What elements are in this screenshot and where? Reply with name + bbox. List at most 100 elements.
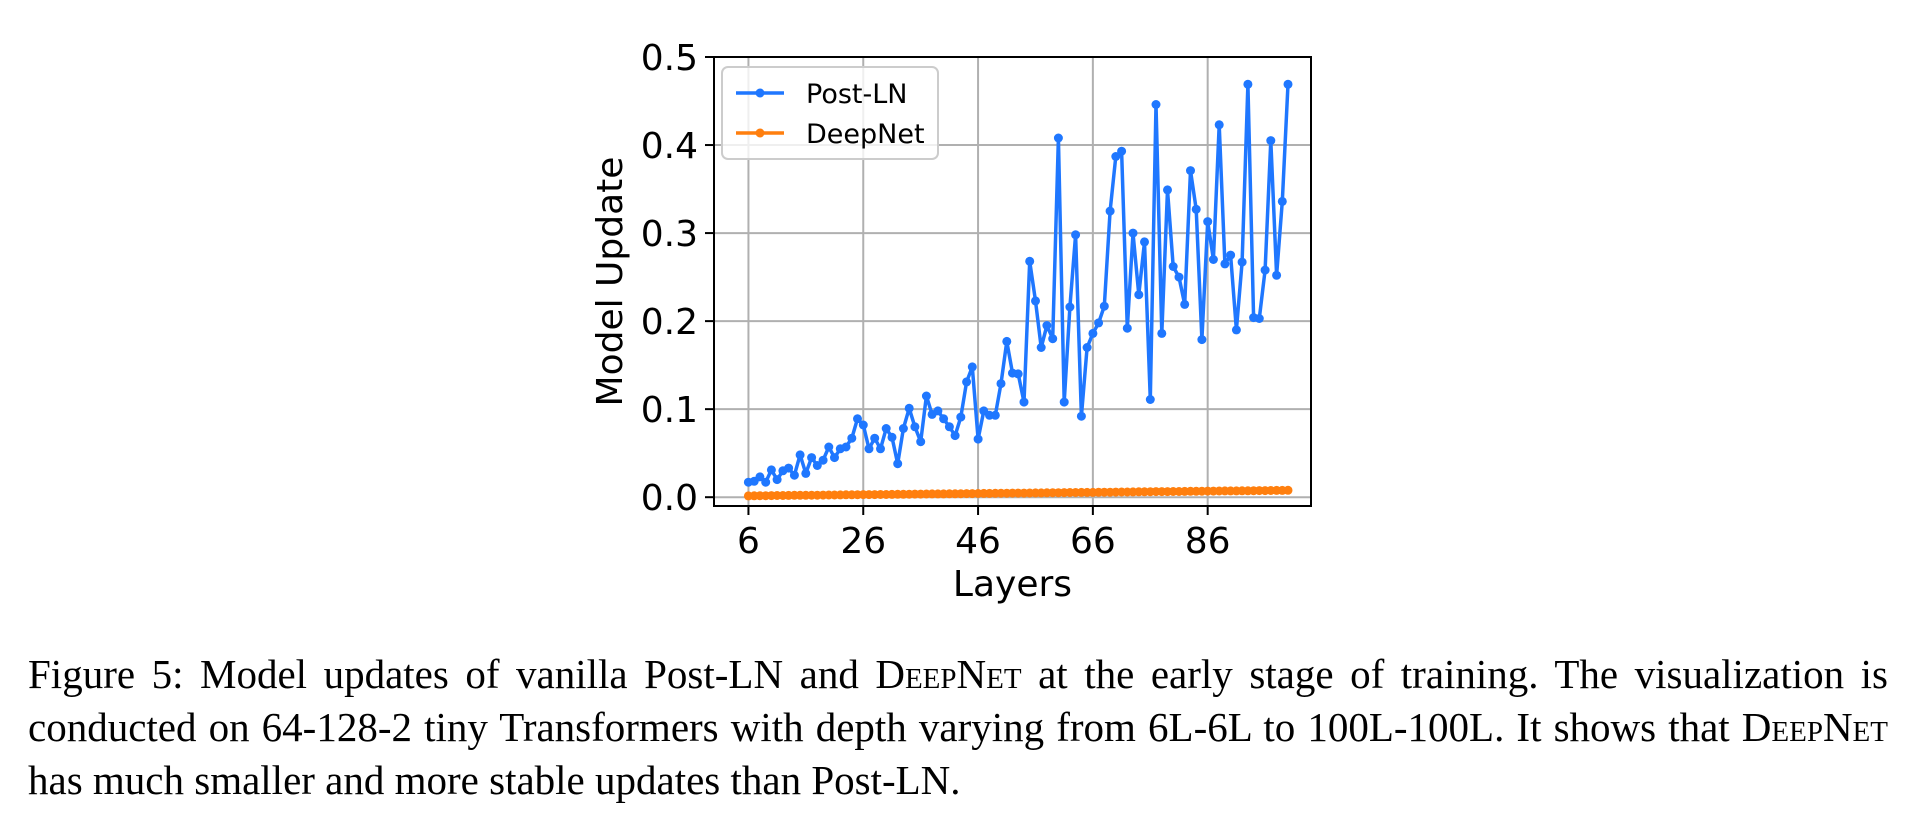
data-point-post-ln bbox=[1019, 397, 1029, 407]
data-point-post-ln bbox=[789, 470, 799, 480]
data-point-post-ln bbox=[841, 442, 851, 452]
data-point-post-ln bbox=[944, 422, 954, 432]
data-point-post-ln bbox=[1191, 204, 1201, 214]
caption-middle: at the early stage of training. The visu… bbox=[28, 651, 1888, 750]
data-point-post-ln bbox=[1128, 228, 1138, 238]
data-point-post-ln bbox=[1272, 270, 1282, 280]
data-point-post-ln bbox=[939, 414, 949, 424]
data-point-post-ln bbox=[1174, 272, 1184, 282]
data-point-post-ln bbox=[1140, 237, 1149, 247]
data-point-post-ln bbox=[887, 432, 897, 442]
data-point-post-ln bbox=[1168, 262, 1178, 271]
y-tick-label: 0.0 bbox=[641, 478, 698, 519]
data-point-post-ln bbox=[870, 433, 880, 443]
x-tick-label: 86 bbox=[1185, 521, 1231, 562]
y-tick-label: 0.5 bbox=[641, 38, 698, 79]
data-point-post-ln bbox=[1071, 230, 1081, 240]
data-point-post-ln bbox=[784, 463, 794, 473]
data-point-post-ln bbox=[1151, 100, 1161, 109]
y-tick-label: 0.1 bbox=[641, 390, 698, 431]
data-point-post-ln bbox=[904, 403, 914, 413]
data-point-post-ln bbox=[898, 424, 908, 433]
data-point-post-ln bbox=[1254, 314, 1264, 323]
data-point-post-ln bbox=[962, 377, 972, 387]
legend: Post-LN DeepNet bbox=[721, 66, 939, 160]
data-point-post-ln bbox=[1266, 136, 1276, 146]
data-point-post-ln bbox=[1260, 265, 1270, 275]
x-tick-label: 26 bbox=[840, 521, 886, 562]
data-point-post-ln bbox=[1163, 185, 1172, 195]
data-point-post-ln bbox=[1214, 120, 1224, 130]
data-point-post-ln bbox=[1157, 328, 1167, 338]
data-point-post-ln bbox=[956, 412, 966, 422]
caption-deepnet-1: DeepNet bbox=[875, 651, 1022, 697]
data-point-post-ln bbox=[1243, 79, 1253, 89]
data-point-post-ln bbox=[1220, 259, 1230, 269]
y-tick-label: 0.3 bbox=[641, 214, 698, 255]
data-point-post-ln bbox=[1117, 146, 1127, 156]
data-point-post-ln bbox=[916, 437, 926, 447]
data-point-post-ln bbox=[1059, 397, 1069, 407]
x-tick-label: 46 bbox=[955, 521, 1001, 562]
y-tick-label: 0.2 bbox=[641, 302, 698, 343]
figure-caption: Figure 5: Model updates of vanilla Post-… bbox=[28, 648, 1888, 807]
data-point-post-ln bbox=[1197, 335, 1207, 345]
data-point-post-ln bbox=[1002, 336, 1012, 346]
data-point-post-ln bbox=[1237, 257, 1247, 267]
y-axis-title: Model Update bbox=[590, 157, 631, 407]
axes-ticks: 6 26 46 66 86 0.0 0.1 0.2 0.3 0.4 0.5 bbox=[641, 38, 1231, 562]
legend-box bbox=[721, 66, 939, 160]
data-point-post-ln bbox=[881, 424, 891, 433]
data-point-post-ln bbox=[858, 420, 868, 430]
data-point-post-ln bbox=[801, 468, 811, 478]
data-point-post-ln bbox=[876, 444, 885, 454]
data-point-post-ln bbox=[1111, 152, 1121, 161]
data-point-post-ln bbox=[847, 433, 857, 443]
data-point-post-ln bbox=[1088, 328, 1098, 338]
data-point-post-ln bbox=[1145, 395, 1155, 404]
data-point-post-ln bbox=[1099, 301, 1109, 311]
legend-label-post-ln: Post-LN bbox=[806, 79, 907, 110]
data-point-deepnet bbox=[1283, 485, 1293, 495]
caption-deepnet-2: DeepNet bbox=[1741, 704, 1888, 750]
data-point-post-ln bbox=[950, 431, 960, 441]
x-tick-label: 66 bbox=[1070, 521, 1116, 562]
chart: 6 26 46 66 86 0.0 0.1 0.2 0.3 0.4 0.5 Layers Model… bbox=[590, 38, 1312, 605]
data-point-post-ln bbox=[967, 362, 977, 372]
data-point-post-ln bbox=[1208, 255, 1218, 264]
data-point-post-ln bbox=[807, 453, 817, 463]
data-point-post-ln bbox=[1105, 206, 1115, 216]
caption-prefix: Figure 5: Model updates of vanilla Post-… bbox=[28, 651, 876, 697]
data-point-post-ln bbox=[1065, 302, 1075, 312]
data-point-post-ln bbox=[1231, 325, 1241, 335]
data-point-post-ln bbox=[933, 406, 943, 416]
caption-suffix: has much smaller and more stable updates… bbox=[28, 757, 961, 803]
data-point-post-ln bbox=[1053, 133, 1063, 143]
data-point-post-ln bbox=[1277, 196, 1287, 206]
data-point-post-ln bbox=[755, 472, 765, 482]
data-point-post-ln bbox=[1042, 321, 1052, 330]
data-point-post-ln bbox=[1036, 343, 1046, 352]
data-point-post-ln bbox=[1203, 217, 1213, 227]
data-point-post-ln bbox=[910, 422, 920, 432]
data-point-post-ln bbox=[853, 414, 862, 424]
data-point-post-ln bbox=[1186, 166, 1195, 176]
data-point-post-ln bbox=[973, 434, 983, 444]
data-point-post-ln bbox=[1076, 411, 1086, 421]
data-point-post-ln bbox=[830, 453, 839, 463]
data-point-post-ln bbox=[921, 391, 931, 401]
data-point-post-ln bbox=[772, 475, 782, 485]
data-point-post-ln bbox=[1283, 79, 1293, 89]
data-point-post-ln bbox=[795, 450, 805, 460]
data-point-post-ln bbox=[1013, 369, 1023, 379]
data-point-post-ln bbox=[1134, 290, 1144, 300]
data-point-post-ln bbox=[1180, 299, 1190, 309]
legend-label-deepnet: DeepNet bbox=[806, 119, 925, 150]
legend-marker-deepnet bbox=[755, 128, 765, 138]
data-point-post-ln bbox=[864, 444, 874, 454]
data-point-post-ln bbox=[818, 455, 828, 465]
x-tick-label: 6 bbox=[737, 521, 760, 562]
legend-marker-post-ln bbox=[755, 88, 765, 98]
data-point-post-ln bbox=[1226, 250, 1236, 260]
data-point-post-ln bbox=[1122, 323, 1132, 333]
